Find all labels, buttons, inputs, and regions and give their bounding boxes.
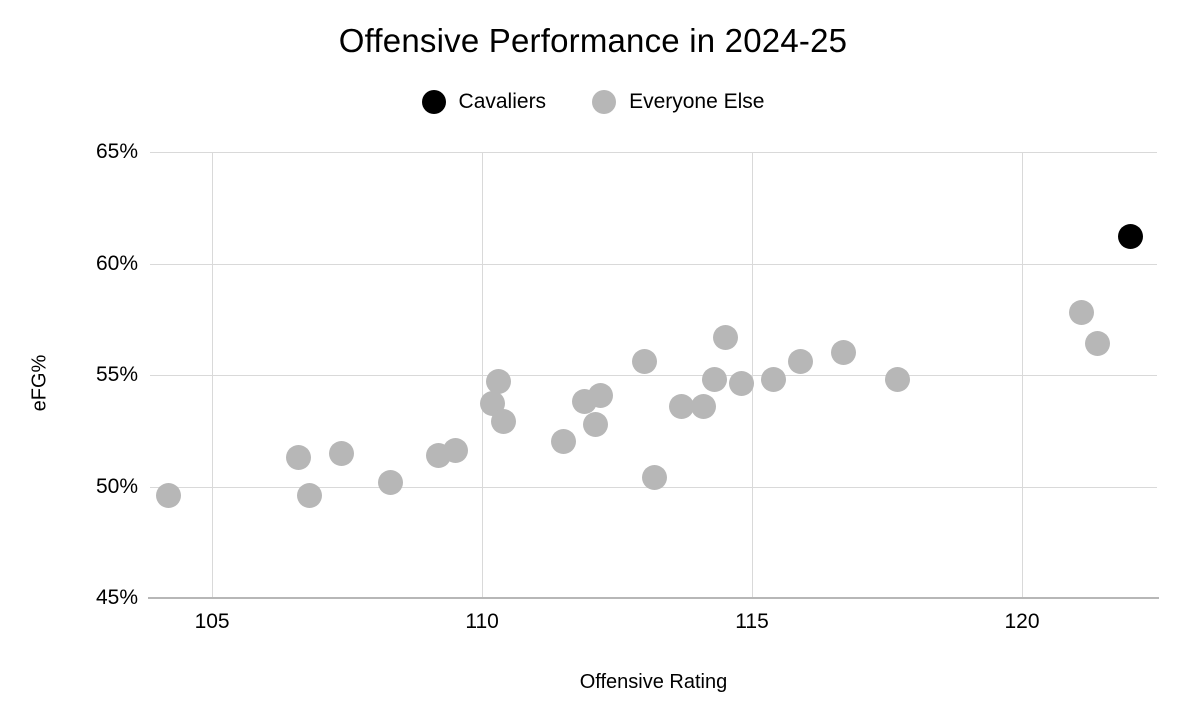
legend-label: Everyone Else	[629, 90, 765, 113]
y-tick-label: 55%	[95, 363, 138, 386]
y-tick-label: 65%	[95, 140, 138, 163]
x-tick-label: 115	[735, 610, 769, 633]
data-point-everyone-else	[690, 393, 716, 419]
y-tick-label: 50%	[95, 474, 138, 498]
data-point-everyone-else	[761, 366, 787, 392]
data-point-everyone-else	[485, 369, 511, 395]
x-tick-label: 105	[194, 610, 230, 633]
data-point-cavaliers	[1117, 224, 1143, 250]
legend-label: Cavaliers	[458, 90, 547, 113]
data-point-everyone-else	[285, 445, 311, 470]
legend-item-everyone-else: Everyone Else	[592, 90, 764, 114]
chart-legend: Cavaliers Everyone Else	[0, 90, 1186, 114]
data-point-everyone-else	[550, 429, 576, 455]
x-axis-title: Offensive Rating	[579, 671, 728, 693]
data-point-everyone-else	[582, 411, 608, 437]
horizontal-gridline	[150, 263, 1157, 265]
data-point-everyone-else	[442, 438, 468, 464]
x-tick-label: 110	[465, 610, 499, 633]
data-point-everyone-else	[491, 409, 517, 435]
x-axis-line	[148, 597, 1159, 599]
data-point-everyone-else	[1085, 331, 1111, 357]
data-point-everyone-else	[642, 465, 668, 491]
data-point-everyone-else	[788, 349, 814, 375]
data-point-everyone-else	[377, 469, 403, 495]
data-point-everyone-else	[631, 349, 657, 375]
data-point-everyone-else	[329, 440, 355, 466]
plot-area	[150, 152, 1157, 598]
horizontal-gridline	[150, 152, 1157, 153]
legend-item-cavaliers: Cavaliers	[421, 90, 547, 114]
chart-title: Offensive Performance in 2024-25	[338, 22, 848, 59]
data-point-everyone-else	[701, 366, 727, 392]
data-point-everyone-else	[712, 324, 738, 350]
data-point-everyone-else	[156, 482, 182, 508]
legend-dot	[592, 90, 617, 114]
data-point-everyone-else	[296, 482, 322, 508]
y-tick-label: 45%	[95, 586, 138, 609]
data-point-everyone-else	[588, 382, 614, 408]
data-point-everyone-else	[1068, 300, 1094, 326]
data-point-everyone-else	[831, 340, 857, 366]
data-point-everyone-else	[885, 366, 911, 392]
legend-dot	[421, 90, 446, 114]
horizontal-gridline	[150, 375, 1157, 376]
x-tick-label: 120	[1004, 610, 1040, 633]
data-point-everyone-else	[669, 393, 695, 419]
data-point-everyone-else	[728, 371, 754, 397]
y-tick-label: 60%	[95, 251, 138, 275]
